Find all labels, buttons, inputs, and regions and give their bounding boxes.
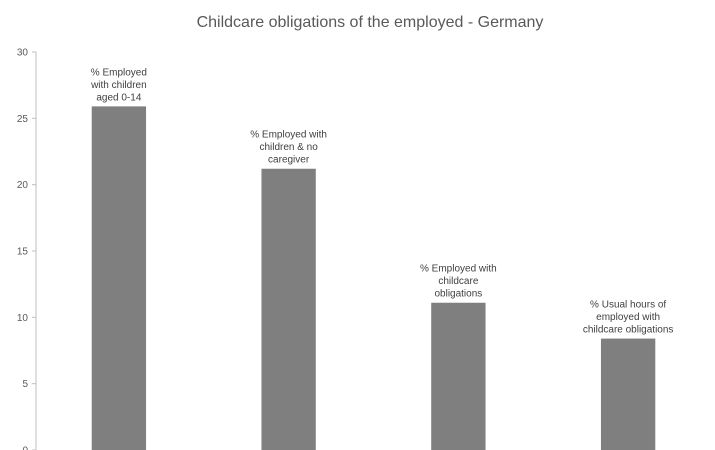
bar-data-label-line: % Employed with: [250, 130, 327, 141]
y-tick-label: 30: [17, 48, 29, 59]
bar-data-label-line: children & no: [259, 142, 318, 153]
bar-data-label-line: % Employed with: [420, 264, 497, 275]
bar: [91, 106, 147, 450]
y-tick-label: 15: [17, 247, 29, 258]
y-tick-label: 0: [22, 446, 28, 450]
bar-data-label: % Employed with children aged 0-14: [90, 67, 147, 103]
bars: [91, 106, 656, 450]
bar: [261, 168, 316, 450]
bar-data-label: % Employed with children & no caregiver: [250, 130, 327, 166]
bar-data-label-line: aged 0-14: [96, 92, 141, 103]
bar-data-label-line: employed with: [596, 312, 660, 323]
bar-data-label-line: % Usual hours of: [590, 300, 666, 311]
bar-data-label-line: childcare obligations: [583, 325, 674, 336]
y-tick-label: 25: [17, 114, 29, 125]
bar-data-label-line: obligations: [434, 289, 482, 300]
bar-data-label-line: % Employed: [91, 67, 147, 78]
chart-title: Childcare obligations of the employed - …: [197, 14, 544, 31]
bar-data-label-line: with children: [90, 80, 147, 91]
bar-data-label-line: caregiver: [268, 155, 310, 166]
bar-data-label: % Employed with childcare obligations: [420, 264, 497, 300]
y-tick-label: 5: [22, 379, 28, 390]
y-axis-ticks: 0 5 10 15 20 25 30: [17, 48, 36, 450]
data-labels: % Employed with children aged 0-14% Employ…: [90, 67, 673, 335]
bar: [431, 302, 486, 450]
y-tick-label: 20: [17, 180, 29, 191]
bar-data-label-line: childcare: [438, 276, 478, 287]
y-tick-label: 10: [17, 313, 29, 324]
bar-data-label: % Usual hours of employed with childcare o…: [583, 300, 674, 336]
bar: [600, 338, 656, 450]
